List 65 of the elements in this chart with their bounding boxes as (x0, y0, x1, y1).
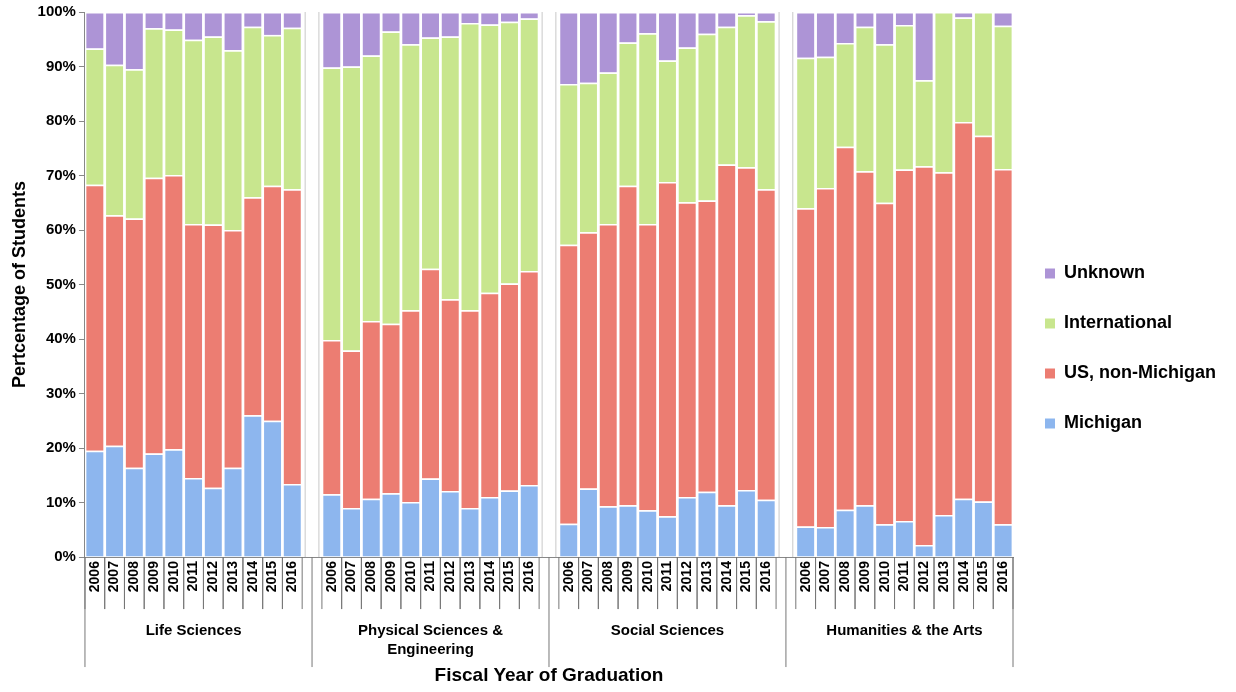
x-tick-label: 2015 (974, 560, 991, 593)
x-tick-label: 2015 (500, 560, 517, 593)
x-tick-label: 2014 (243, 560, 260, 593)
x-tick-label: 2010 (638, 560, 655, 593)
y-tick-label: 0% (54, 547, 76, 565)
legend-label: Unknown (1064, 262, 1146, 283)
y-tick-label: 20% (45, 438, 76, 456)
x-tick-label: 2008 (362, 560, 379, 593)
x-tick-label: 2013 (460, 560, 477, 593)
legend-label: Michigan (1064, 412, 1143, 433)
x-tick-label: 2008 (125, 560, 142, 593)
x-tick-label: 2016 (520, 560, 537, 593)
x-tick-label: 2009 (144, 560, 161, 593)
x-tick-label: 2012 (678, 560, 695, 593)
text: Physical Sciences & Engineering (357, 620, 504, 657)
x-tick-label: 2014 (480, 560, 497, 593)
x-tick-label: 2016 (283, 560, 300, 593)
x-tick-label: 2016 (757, 560, 774, 593)
x-tick-label: 2009 (618, 560, 635, 593)
x-tick-label: 2015 (263, 560, 280, 593)
text: Humanities & the Arts (826, 620, 983, 638)
x-tick-label: 2013 (223, 560, 240, 593)
x-tick-label: 2006 (796, 560, 813, 593)
x-tick-label: 2014 (954, 560, 971, 593)
x-tick-label: 2014 (717, 560, 734, 593)
y-axis-title: Pertcentage of Students (8, 181, 29, 389)
x-tick-label: 2011 (658, 560, 675, 592)
x-tick-label: 2013 (697, 560, 714, 593)
x-tick-label: 2012 (204, 560, 221, 593)
x-tick-label: 2013 (934, 560, 951, 593)
x-tick-label: 2010 (164, 560, 181, 593)
x-tick-label: 2010 (875, 560, 892, 593)
x-tick-label: 2011 (421, 560, 438, 592)
y-tick-label: 40% (45, 329, 76, 347)
x-tick-label: 2008 (599, 560, 616, 593)
x-tick-label: 2010 (401, 560, 418, 593)
x-tick-label: 2006 (559, 560, 576, 593)
x-tick-label: 2006 (85, 560, 102, 593)
x-tick-label: 2007 (816, 560, 833, 593)
y-tick-label: 50% (45, 274, 76, 292)
x-tick-label: 2007 (342, 560, 359, 593)
y-tick-label: 70% (45, 165, 76, 183)
x-tick-label: 2007 (105, 560, 122, 593)
x-tick-label: 2007 (579, 560, 596, 593)
text: Life Sciences (145, 620, 242, 638)
x-tick-label: 2006 (322, 560, 339, 593)
x-tick-label: 2012 (441, 560, 458, 593)
y-tick-label: 90% (45, 56, 76, 74)
x-tick-label: 2016 (994, 560, 1010, 593)
x-tick-label: 2009 (381, 560, 398, 593)
text: Social Sciences (610, 620, 725, 638)
legend-label: International (1064, 312, 1173, 333)
x-tick-label: 2011 (895, 560, 912, 592)
y-tick-label: 30% (45, 383, 76, 401)
x-axis-title: Fiscal Year of Graduation (434, 663, 664, 685)
y-tick-label: 60% (45, 220, 76, 238)
x-tick-label: 2008 (836, 560, 853, 593)
x-tick-label: 2012 (915, 560, 932, 593)
legend-label: US, non-Michigan (1064, 362, 1217, 383)
x-tick-label: 2011 (184, 560, 201, 592)
x-tick-label: 2015 (737, 560, 754, 593)
x-tick-label: 2009 (855, 560, 872, 593)
y-tick-label: 100% (37, 2, 76, 20)
y-tick-label: 10% (45, 492, 76, 510)
y-tick-label: 80% (45, 111, 76, 129)
